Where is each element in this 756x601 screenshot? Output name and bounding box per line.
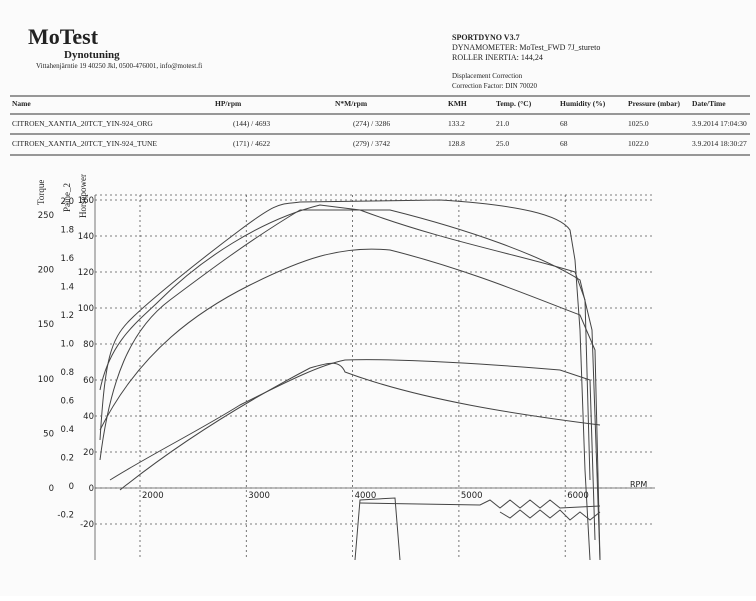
column-header: Temp. (°C) xyxy=(496,99,532,108)
table-cell: 1025.0 xyxy=(628,119,649,128)
column-header: Name xyxy=(12,99,31,108)
pressure-tick-label: 0 xyxy=(69,482,74,492)
table-cell: 3.9.2014 17:04:30 xyxy=(692,119,747,128)
pressure-tick-label: 1.6 xyxy=(60,254,74,264)
correction: Displacement Correction xyxy=(452,72,523,80)
torque-tick-label: 0 xyxy=(49,484,54,494)
rpm-tick-label: 2000 xyxy=(142,491,164,501)
hp-tick-label: -20 xyxy=(80,520,94,530)
torque-tick-label: 150 xyxy=(38,320,54,330)
pressure-tick-label: 0.2 xyxy=(60,454,74,464)
subtitle: Dynotuning xyxy=(64,49,120,61)
table-cell: (279) / 3742 xyxy=(353,139,390,148)
column-header: Date/Time xyxy=(692,99,726,108)
pressure-tick-label: 1.4 xyxy=(60,283,74,293)
table-cell: CITROEN_XANTIA_20TCT_YIN-924_ORG xyxy=(12,119,153,128)
torque-tick-label: 100 xyxy=(38,375,54,385)
rpm-tick-label: 5000 xyxy=(461,491,483,501)
hp-tick-label: 80 xyxy=(83,340,94,350)
hp-tick-label: 0 xyxy=(89,484,94,494)
table-cell: 25.0 xyxy=(496,139,509,148)
column-header: HP/rpm xyxy=(215,99,242,108)
curves xyxy=(99,199,601,561)
axis-label: RPM xyxy=(630,480,647,489)
software: SPORTDYNO V3.7 xyxy=(452,33,520,42)
table-cell: (144) / 4693 xyxy=(233,119,270,128)
column-header: Humidity (%) xyxy=(560,99,606,108)
dynamometer: DYNAMOMETER: MoTest_FWD 7J_stureto xyxy=(452,43,600,52)
curve xyxy=(99,248,601,561)
curve xyxy=(499,509,601,521)
pressure-tick-label: -0.2 xyxy=(57,511,74,521)
hp-tick-label: 120 xyxy=(78,268,94,278)
table-cell: (274) / 3286 xyxy=(353,119,390,128)
pressure-tick-label: 1.8 xyxy=(60,226,74,236)
curve xyxy=(99,204,591,481)
torque-tick-label: 250 xyxy=(38,211,54,221)
curve xyxy=(99,209,601,561)
pressure-tick-label: 1.0 xyxy=(60,340,74,350)
column-header: KMH xyxy=(448,99,467,108)
curve xyxy=(359,499,601,509)
rpm-tick-label: 6000 xyxy=(567,491,589,501)
hp-tick-label: 60 xyxy=(83,376,94,386)
rpm-tick-label: 3000 xyxy=(248,491,270,501)
column-header: Pressure (mbar) xyxy=(628,99,681,108)
curve xyxy=(109,359,596,541)
address: Vittahenjärntie 19 40250 Jkl, 0500-47600… xyxy=(36,62,202,70)
table-cell: 133.2 xyxy=(448,119,465,128)
axis-label: Paine_2 xyxy=(62,183,72,212)
pressure-tick-label: 0.8 xyxy=(60,368,74,378)
table-cell: 68 xyxy=(560,139,568,148)
inertia: ROLLER INERTIA: 144,24 xyxy=(452,53,543,62)
pressure-tick-label: 1.2 xyxy=(60,311,74,321)
table-cell: (171) / 4622 xyxy=(233,139,270,148)
hp-tick-label: 140 xyxy=(78,232,94,242)
pressure-tick-label: 2.0 xyxy=(60,197,74,207)
rpm-tick-label: 4000 xyxy=(355,491,377,501)
column-header: N*M/rpm xyxy=(335,99,368,108)
torque-tick-label: 200 xyxy=(38,266,54,276)
table-cell: 1022.0 xyxy=(628,139,649,148)
table-cell: 3.9.2014 18:30:27 xyxy=(692,139,747,148)
hp-tick-label: 160 xyxy=(78,196,94,206)
table-cell: 128.8 xyxy=(448,139,465,148)
table-cell: CITROEN_XANTIA_20TCT_YIN-924_TUNE xyxy=(12,139,157,148)
torque-tick-label: 50 xyxy=(43,429,54,439)
hp-tick-label: 40 xyxy=(83,412,94,422)
pressure-tick-label: 0.6 xyxy=(60,397,74,407)
factor: Correction Factor: DIN 70020 xyxy=(452,82,537,90)
table-cell: 68 xyxy=(560,119,568,128)
result-table: Name HP/rpm N*M/rpm KMH Temp. (°C) Humidity (… xyxy=(10,95,750,156)
curve xyxy=(354,497,401,561)
hp-tick-label: 20 xyxy=(83,448,94,458)
pressure-tick-label: 0.4 xyxy=(60,425,74,435)
curve xyxy=(99,199,591,561)
axis-label: Torque xyxy=(36,180,46,205)
table-cell: 21.0 xyxy=(496,119,509,128)
axis-label: Horsepower xyxy=(78,174,88,218)
hp-tick-label: 100 xyxy=(78,304,94,314)
brand: MoTest xyxy=(28,24,99,49)
curve xyxy=(119,362,601,491)
